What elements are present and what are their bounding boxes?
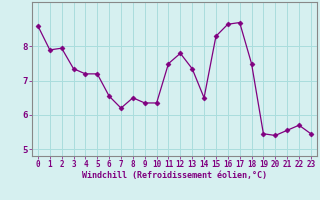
X-axis label: Windchill (Refroidissement éolien,°C): Windchill (Refroidissement éolien,°C): [82, 171, 267, 180]
